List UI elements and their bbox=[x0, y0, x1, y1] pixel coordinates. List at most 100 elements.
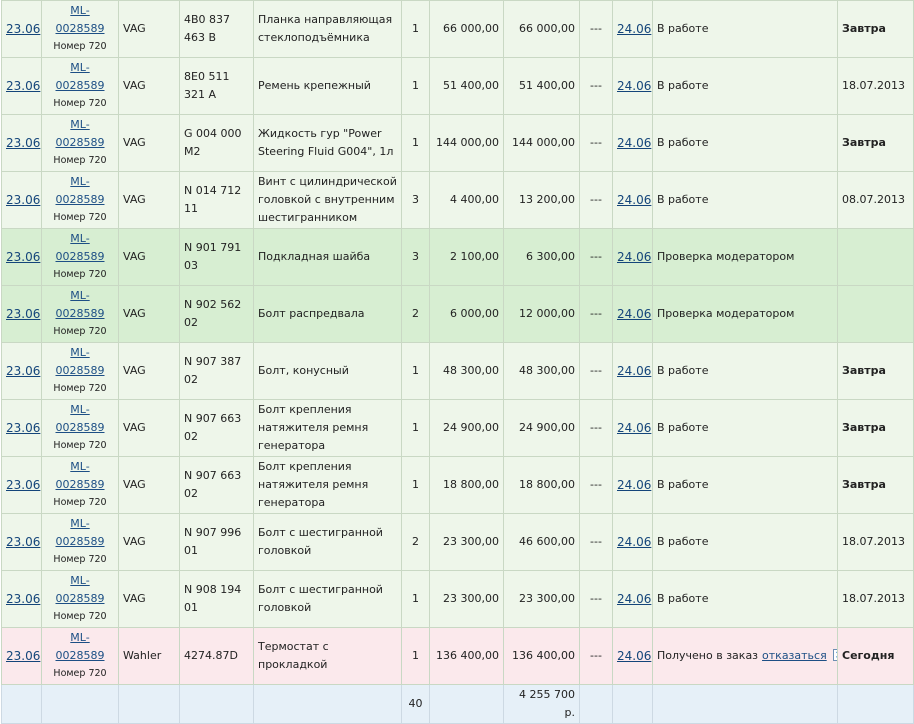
dash-cell: --- bbox=[579, 456, 613, 514]
table-row: 23.06 ML-0028589 Номер 720 VAG N 908 194 … bbox=[1, 570, 914, 628]
order-number-link[interactable]: ML-0028589 bbox=[55, 517, 105, 548]
status-date-cell: 24.06 bbox=[612, 57, 653, 115]
order-cell: ML-0028589 Номер 720 bbox=[41, 171, 119, 229]
order-number-link[interactable]: ML-0028589 bbox=[55, 631, 105, 662]
price-cell: 23 300,00 bbox=[429, 513, 504, 571]
status-date-link[interactable]: 24.06 bbox=[617, 192, 652, 207]
sum-cell: 48 300,00 bbox=[503, 342, 580, 400]
order-date-link[interactable]: 23.06 bbox=[6, 192, 41, 207]
cancel-link[interactable]: отказаться bbox=[762, 649, 827, 662]
order-number-link[interactable]: ML-0028589 bbox=[55, 61, 105, 92]
status-date-link[interactable]: 24.06 bbox=[617, 477, 652, 492]
order-date-cell: 23.06 bbox=[1, 114, 42, 172]
order-number-link[interactable]: ML-0028589 bbox=[55, 460, 105, 491]
brand-cell: VAG bbox=[118, 114, 180, 172]
table-row: 23.06 ML-0028589 Номер 720 VAG N 907 663 … bbox=[1, 399, 914, 457]
order-number-link[interactable]: ML-0028589 bbox=[55, 403, 105, 434]
status-cell: В работе bbox=[652, 171, 838, 229]
totals-empty-cell bbox=[837, 684, 914, 724]
totals-row: 40 4 255 700 р. bbox=[1, 684, 914, 724]
brand-cell: VAG bbox=[118, 342, 180, 400]
order-number-link[interactable]: ML-0028589 bbox=[55, 346, 105, 377]
sum-cell: 12 000,00 bbox=[503, 285, 580, 343]
status-date-cell: 24.06 bbox=[612, 627, 653, 685]
brand-cell: VAG bbox=[118, 513, 180, 571]
order-date-link[interactable]: 23.06 bbox=[6, 420, 41, 435]
brand-cell: Wahler bbox=[118, 627, 180, 685]
due-cell: 08.07.2013 bbox=[837, 171, 914, 229]
dash-cell: --- bbox=[579, 570, 613, 628]
order-cell: ML-0028589 Номер 720 bbox=[41, 0, 119, 58]
quantity-cell: 1 bbox=[401, 399, 430, 457]
order-sub-label: Номер 720 bbox=[53, 440, 107, 451]
description-cell: Термостат с прокладкой bbox=[253, 627, 402, 685]
total-quantity: 40 bbox=[401, 684, 430, 724]
totals-empty-cell bbox=[652, 684, 838, 724]
brand-cell: VAG bbox=[118, 285, 180, 343]
order-date-link[interactable]: 23.06 bbox=[6, 534, 41, 549]
quantity-cell: 3 bbox=[401, 228, 430, 286]
order-date-link[interactable]: 23.06 bbox=[6, 306, 41, 321]
dash-cell: --- bbox=[579, 342, 613, 400]
brand-cell: VAG bbox=[118, 399, 180, 457]
brand-cell: VAG bbox=[118, 57, 180, 115]
order-date-link[interactable]: 23.06 bbox=[6, 249, 41, 264]
price-cell: 24 900,00 bbox=[429, 399, 504, 457]
order-date-link[interactable]: 23.06 bbox=[6, 477, 41, 492]
order-date-link[interactable]: 23.06 bbox=[6, 78, 41, 93]
status-text: В работе bbox=[657, 193, 709, 206]
order-sub-label: Номер 720 bbox=[53, 326, 107, 337]
order-date-link[interactable]: 23.06 bbox=[6, 363, 41, 378]
order-number-link[interactable]: ML-0028589 bbox=[55, 4, 105, 35]
due-cell: 18.07.2013 bbox=[837, 513, 914, 571]
order-date-link[interactable]: 23.06 bbox=[6, 135, 41, 150]
order-cell: ML-0028589 Номер 720 bbox=[41, 285, 119, 343]
order-date-link[interactable]: 23.06 bbox=[6, 21, 41, 36]
status-date-link[interactable]: 24.06 bbox=[617, 21, 652, 36]
status-date-link[interactable]: 24.06 bbox=[617, 78, 652, 93]
status-date-link[interactable]: 24.06 bbox=[617, 249, 652, 264]
order-number-link[interactable]: ML-0028589 bbox=[55, 232, 105, 263]
price-cell: 48 300,00 bbox=[429, 342, 504, 400]
status-date-link[interactable]: 24.06 bbox=[617, 135, 652, 150]
order-sub-label: Номер 720 bbox=[53, 554, 107, 565]
article-cell: N 014 712 11 bbox=[179, 171, 254, 229]
due-cell bbox=[837, 228, 914, 286]
order-sub-label: Номер 720 bbox=[53, 269, 107, 280]
order-date-cell: 23.06 bbox=[1, 570, 42, 628]
status-text: В работе bbox=[657, 364, 709, 377]
due-cell: Сегодня bbox=[837, 627, 914, 685]
order-date-link[interactable]: 23.06 bbox=[6, 591, 41, 606]
table-row: 23.06 ML-0028589 Номер 720 VAG N 014 712 … bbox=[1, 171, 914, 229]
status-text: В работе bbox=[657, 136, 709, 149]
status-date-link[interactable]: 24.06 bbox=[617, 420, 652, 435]
totals-empty-cell bbox=[612, 684, 653, 724]
brand-cell: VAG bbox=[118, 570, 180, 628]
status-cell: В работе bbox=[652, 513, 838, 571]
status-date-link[interactable]: 24.06 bbox=[617, 306, 652, 321]
order-sub-label: Номер 720 bbox=[53, 611, 107, 622]
order-date-link[interactable]: 23.06 bbox=[6, 648, 41, 663]
status-date-link[interactable]: 24.06 bbox=[617, 363, 652, 378]
totals-empty-cell bbox=[41, 684, 119, 724]
status-date-cell: 24.06 bbox=[612, 456, 653, 514]
order-sub-label: Номер 720 bbox=[53, 41, 107, 52]
order-number-link[interactable]: ML-0028589 bbox=[55, 289, 105, 320]
description-cell: Винт с цилиндрической головкой с внутрен… bbox=[253, 171, 402, 229]
order-sub-label: Номер 720 bbox=[53, 212, 107, 223]
due-cell: 18.07.2013 bbox=[837, 57, 914, 115]
order-number-link[interactable]: ML-0028589 bbox=[55, 118, 105, 149]
order-number-link[interactable]: ML-0028589 bbox=[55, 175, 105, 206]
sum-cell: 66 000,00 bbox=[503, 0, 580, 58]
due-cell: 18.07.2013 bbox=[837, 570, 914, 628]
status-cell: В работе bbox=[652, 399, 838, 457]
cancel-icon[interactable] bbox=[832, 646, 837, 664]
status-date-link[interactable]: 24.06 bbox=[617, 648, 652, 663]
due-cell: Завтра bbox=[837, 114, 914, 172]
status-date-link[interactable]: 24.06 bbox=[617, 591, 652, 606]
description-cell: Болт крепления натяжителя ремня генерато… bbox=[253, 456, 402, 514]
description-cell: Планка направляющая стеклоподъёмника bbox=[253, 0, 402, 58]
order-number-link[interactable]: ML-0028589 bbox=[55, 574, 105, 605]
status-date-link[interactable]: 24.06 bbox=[617, 534, 652, 549]
